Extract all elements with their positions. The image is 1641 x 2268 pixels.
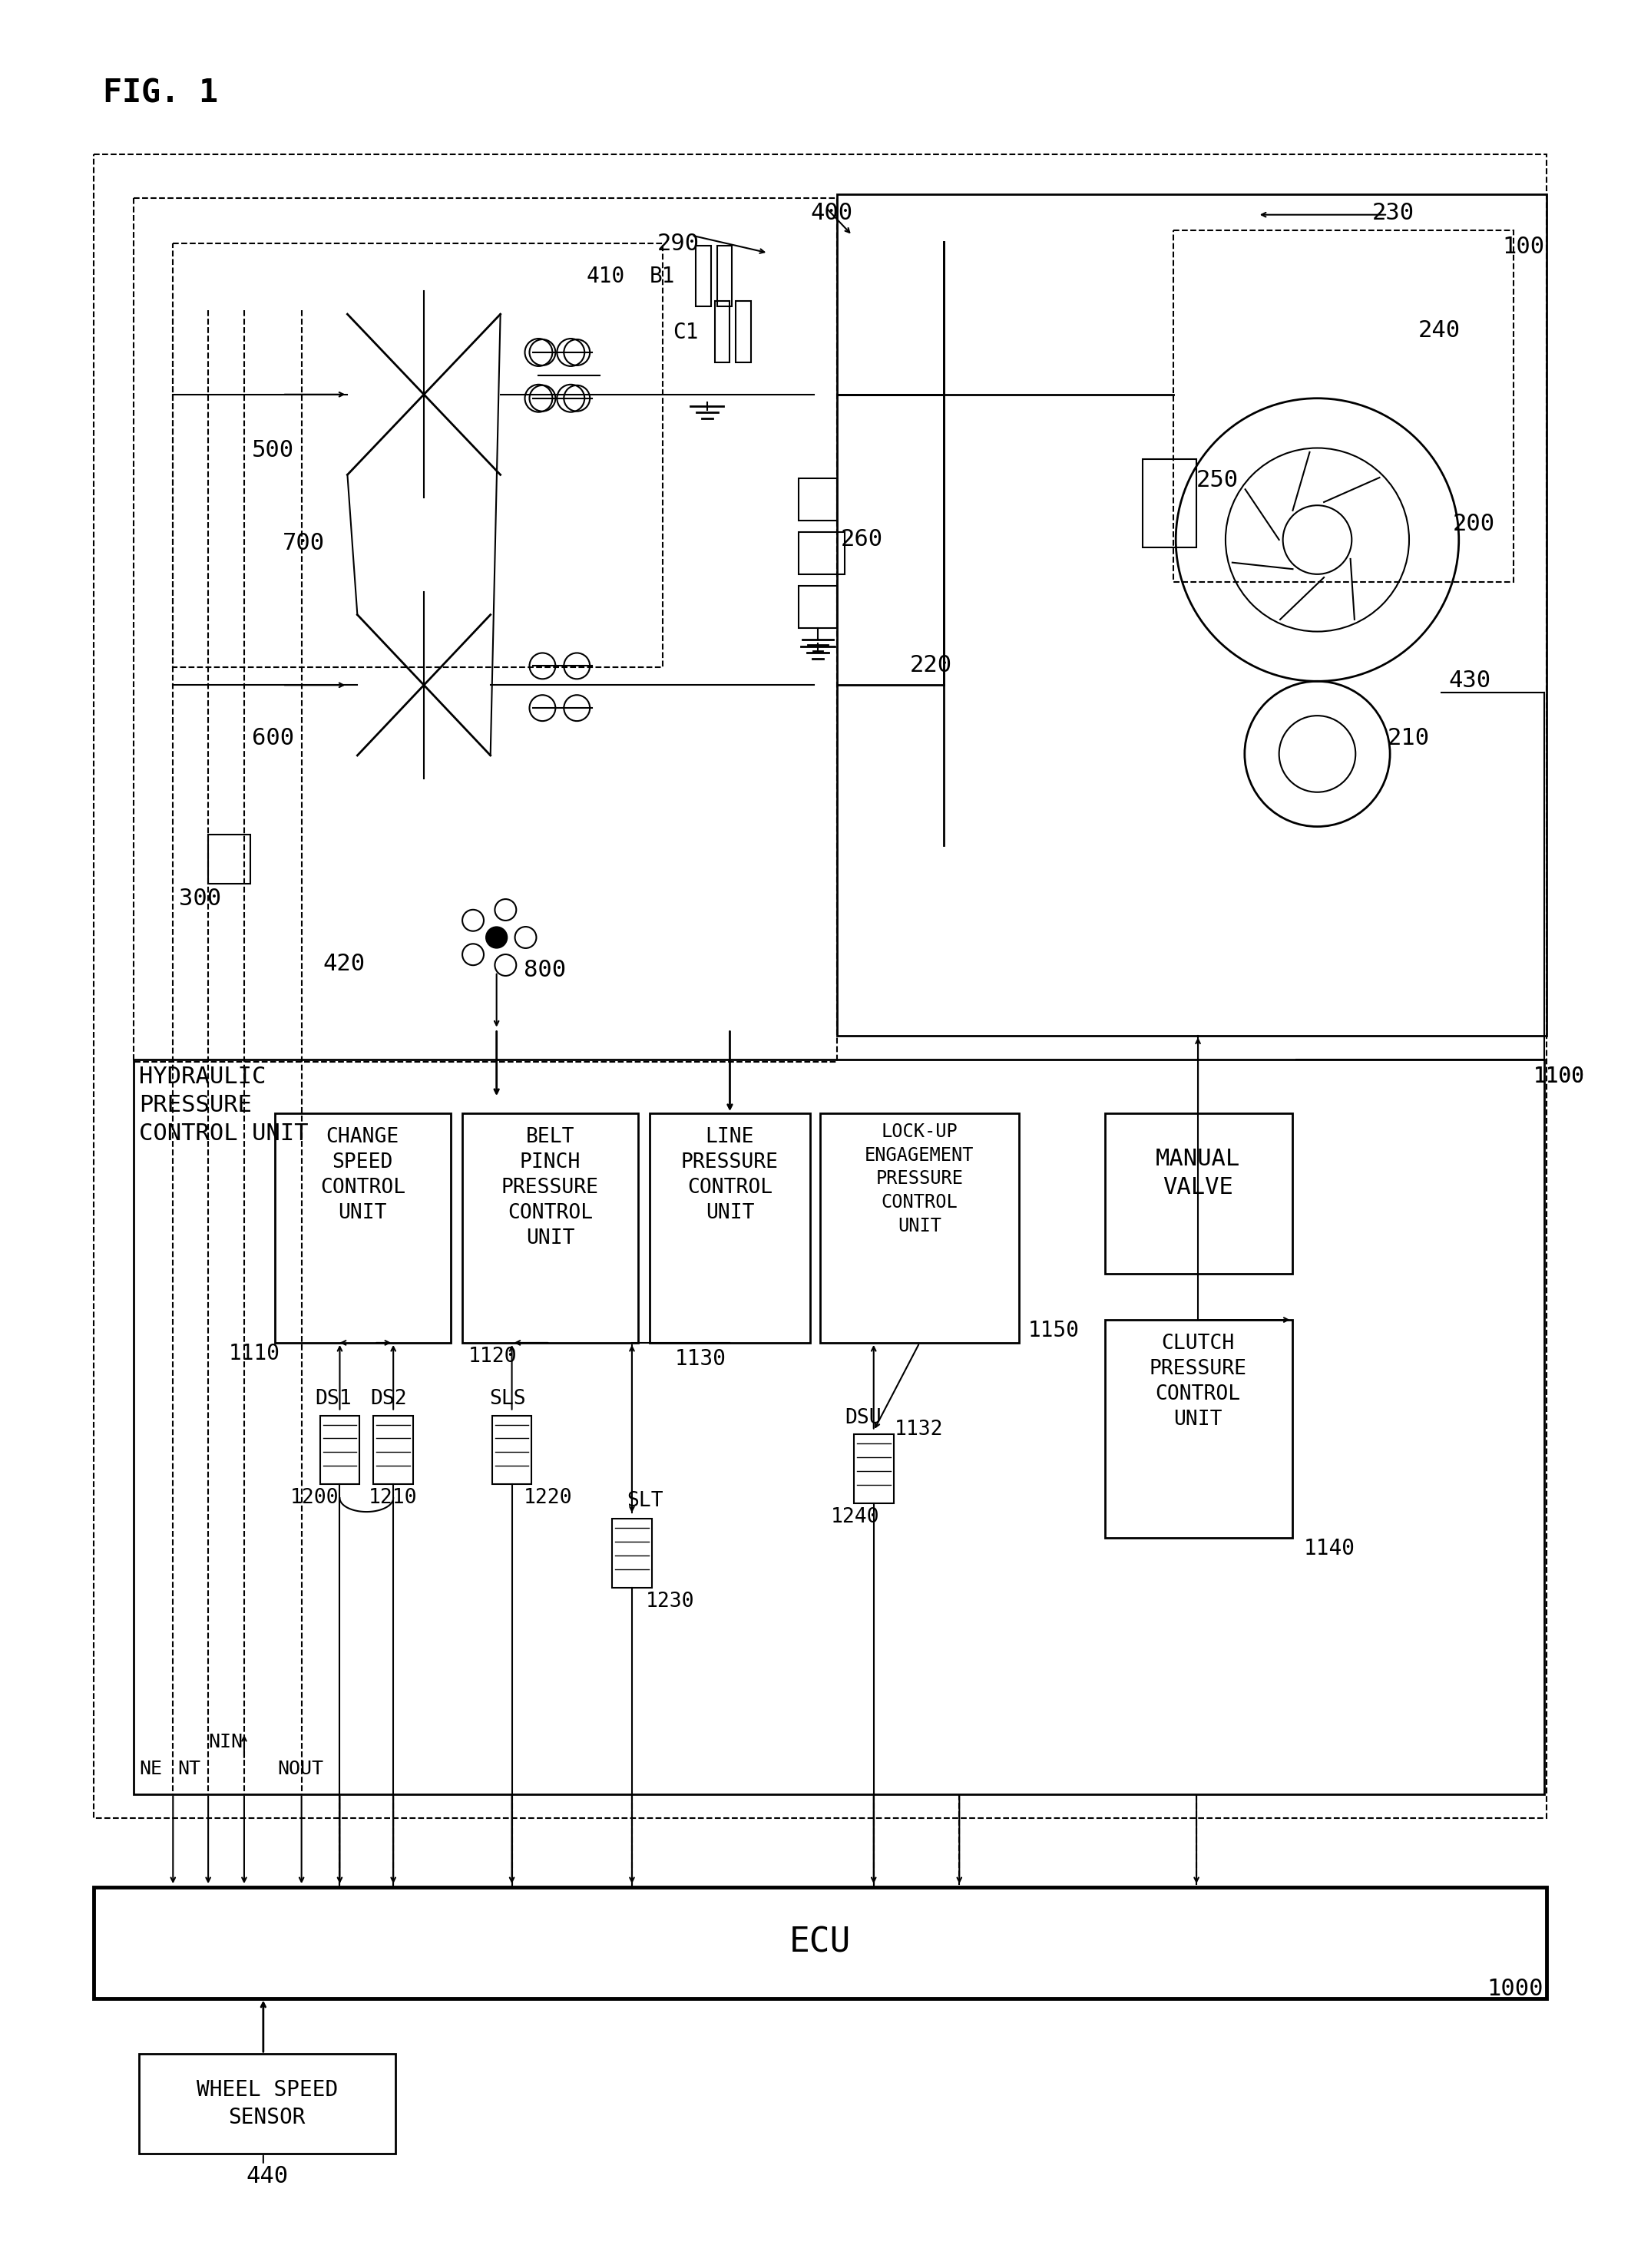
Text: 1220: 1220 [523, 1488, 573, 1508]
Text: DSU: DSU [845, 1408, 881, 1429]
Text: NOUT: NOUT [277, 1760, 323, 1778]
Text: 1150: 1150 [1029, 1320, 1080, 1340]
Text: 220: 220 [909, 655, 952, 676]
Text: CLUTCH
PRESSURE
CONTROL
UNIT: CLUTCH PRESSURE CONTROL UNIT [1149, 1334, 1247, 1429]
Bar [1173, 229, 1515, 583]
Bar [492, 1415, 532, 1483]
Text: 1130: 1130 [674, 1347, 727, 1370]
Bar [799, 479, 837, 522]
Bar [714, 302, 730, 363]
Text: 1100: 1100 [1533, 1066, 1585, 1086]
Text: DS1: DS1 [315, 1388, 351, 1408]
Text: 240: 240 [1418, 320, 1460, 342]
Text: 420: 420 [323, 953, 366, 975]
Text: 1110: 1110 [228, 1343, 281, 1365]
Bar [717, 245, 732, 306]
Text: CHANGE
SPEED
CONTROL
UNIT: CHANGE SPEED CONTROL UNIT [320, 1127, 405, 1222]
Text: B1: B1 [650, 265, 674, 288]
Text: SLS: SLS [489, 1388, 527, 1408]
Text: C1: C1 [673, 322, 697, 342]
Bar [696, 245, 711, 306]
Text: 430: 430 [1449, 669, 1492, 692]
Text: ECU: ECU [789, 1926, 852, 1960]
Text: NE: NE [139, 1760, 162, 1778]
Text: SLT: SLT [627, 1490, 663, 1510]
Bar [374, 1415, 414, 1483]
Text: 1210: 1210 [369, 1488, 417, 1508]
Text: 700: 700 [282, 533, 325, 553]
Bar [320, 1415, 359, 1483]
Text: 1132: 1132 [894, 1420, 944, 1440]
Text: NT: NT [177, 1760, 200, 1778]
Text: LOCK-UP
ENGAGEMENT
PRESSURE
CONTROL
UNIT: LOCK-UP ENGAGEMENT PRESSURE CONTROL UNIT [865, 1123, 975, 1236]
Text: 500: 500 [251, 438, 294, 460]
Bar [1104, 1114, 1291, 1275]
Bar [837, 195, 1547, 1036]
Bar [94, 1887, 1547, 1998]
Text: 200: 200 [1452, 513, 1495, 535]
Text: 600: 600 [251, 728, 294, 748]
Text: 440: 440 [246, 2166, 289, 2186]
Bar [133, 1059, 1544, 1794]
Text: 410: 410 [586, 265, 625, 288]
Text: 250: 250 [1196, 469, 1239, 492]
Text: MANUAL
VALVE: MANUAL VALVE [1155, 1148, 1241, 1198]
Text: 1120: 1120 [468, 1347, 517, 1368]
Text: 1000: 1000 [1487, 1978, 1544, 2000]
Text: 300: 300 [179, 887, 222, 909]
Bar [735, 302, 752, 363]
Bar [820, 1114, 1019, 1343]
Text: NIN: NIN [208, 1733, 243, 1751]
Text: WHEEL SPEED
SENSOR: WHEEL SPEED SENSOR [197, 2080, 338, 2127]
Bar [799, 585, 837, 628]
Text: 260: 260 [840, 528, 883, 551]
Bar [799, 533, 845, 574]
Bar [853, 1436, 894, 1504]
Text: BELT
PINCH
PRESSURE
CONTROL
UNIT: BELT PINCH PRESSURE CONTROL UNIT [502, 1127, 599, 1247]
Bar [208, 835, 251, 885]
Text: 400: 400 [811, 202, 853, 225]
Bar [172, 243, 663, 667]
Text: 290: 290 [656, 231, 699, 254]
Bar [650, 1114, 811, 1343]
Bar [94, 154, 1547, 1817]
Text: 1200: 1200 [290, 1488, 338, 1508]
Text: 800: 800 [523, 959, 566, 982]
Bar [133, 197, 837, 1061]
Bar [274, 1114, 451, 1343]
Text: 1100: 1100 [1533, 1066, 1585, 1086]
Bar [1142, 460, 1196, 547]
Bar [463, 1114, 638, 1343]
Text: 1140: 1140 [1303, 1538, 1355, 1560]
Text: 1230: 1230 [645, 1592, 694, 1610]
Text: 1240: 1240 [830, 1508, 880, 1526]
Text: 100: 100 [1503, 236, 1544, 259]
Bar [612, 1520, 651, 1588]
Text: 230: 230 [1372, 202, 1415, 225]
Text: FIG. 1: FIG. 1 [103, 77, 218, 109]
Text: HYDRAULIC
PRESSURE
CONTROL UNIT: HYDRAULIC PRESSURE CONTROL UNIT [139, 1066, 309, 1145]
Text: 210: 210 [1388, 728, 1429, 748]
Text: LINE
PRESSURE
CONTROL
UNIT: LINE PRESSURE CONTROL UNIT [681, 1127, 778, 1222]
Circle shape [486, 928, 507, 948]
Text: DS2: DS2 [371, 1388, 407, 1408]
Bar [139, 2055, 395, 2152]
Bar [1104, 1320, 1291, 1538]
